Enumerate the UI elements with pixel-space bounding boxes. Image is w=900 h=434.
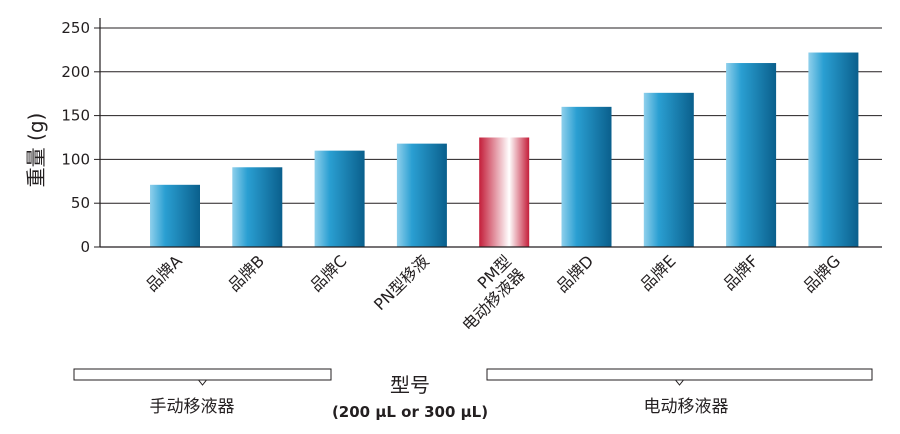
bar	[150, 184, 200, 247]
bar	[643, 92, 694, 247]
bars	[150, 52, 859, 247]
x-axis-sublabel: (200 µL or 300 µL)	[332, 403, 488, 421]
y-tick-label: 100	[61, 150, 90, 168]
category-label-line: 品牌E	[636, 251, 679, 294]
category-label-line: 品牌C	[306, 251, 350, 295]
bar-highlight	[479, 137, 530, 247]
category-label-line: 品牌A	[142, 251, 186, 295]
category-label: 品牌E	[636, 251, 679, 294]
y-tick-label: 250	[61, 19, 90, 37]
group-bracket	[73, 368, 332, 381]
category-label-line: 品牌D	[553, 251, 598, 296]
y-axis-label: 重量 (g)	[24, 113, 48, 188]
category-label: PN型移液	[370, 251, 433, 314]
category-label: 品牌F	[719, 251, 762, 294]
y-tick-labels: 0 50 100 150 200 250	[61, 19, 90, 256]
y-tick-label: 150	[61, 107, 90, 125]
y-tick-label: 200	[61, 63, 90, 81]
category-label: PM型电动移液器	[445, 251, 528, 334]
category-label: 品牌C	[306, 251, 350, 295]
category-label-line: 品牌B	[224, 251, 268, 295]
group-bracket-notch	[198, 379, 207, 386]
bar	[561, 106, 612, 247]
group-brackets: 手动移液器 电动移液器	[73, 368, 873, 417]
group-label: 电动移液器	[644, 397, 729, 417]
group-bracket-notch	[675, 379, 684, 386]
category-label-line: PN型移液	[370, 251, 433, 314]
bar	[726, 63, 777, 247]
y-tick-label: 50	[71, 194, 90, 212]
category-label: 品牌B	[224, 251, 268, 295]
bar	[232, 167, 283, 247]
axes	[99, 18, 882, 248]
group-label: 手动移液器	[150, 397, 235, 417]
y-tick-label: 0	[80, 238, 90, 256]
x-axis-label: 型号	[390, 373, 430, 397]
category-label: 品牌A	[142, 251, 186, 295]
bar	[314, 150, 365, 247]
category-labels: 品牌A 品牌B 品牌C PN型移液 PM型电动移液器 品牌D 品牌E 品牌F 品牌G	[142, 251, 844, 334]
category-label-line: 品牌G	[799, 251, 844, 296]
bar	[396, 143, 447, 247]
category-label: 品牌G	[799, 251, 844, 296]
category-label-line: 品牌F	[719, 251, 762, 294]
group-bracket	[486, 368, 873, 381]
bar	[808, 52, 859, 247]
category-label: 品牌D	[553, 251, 598, 296]
